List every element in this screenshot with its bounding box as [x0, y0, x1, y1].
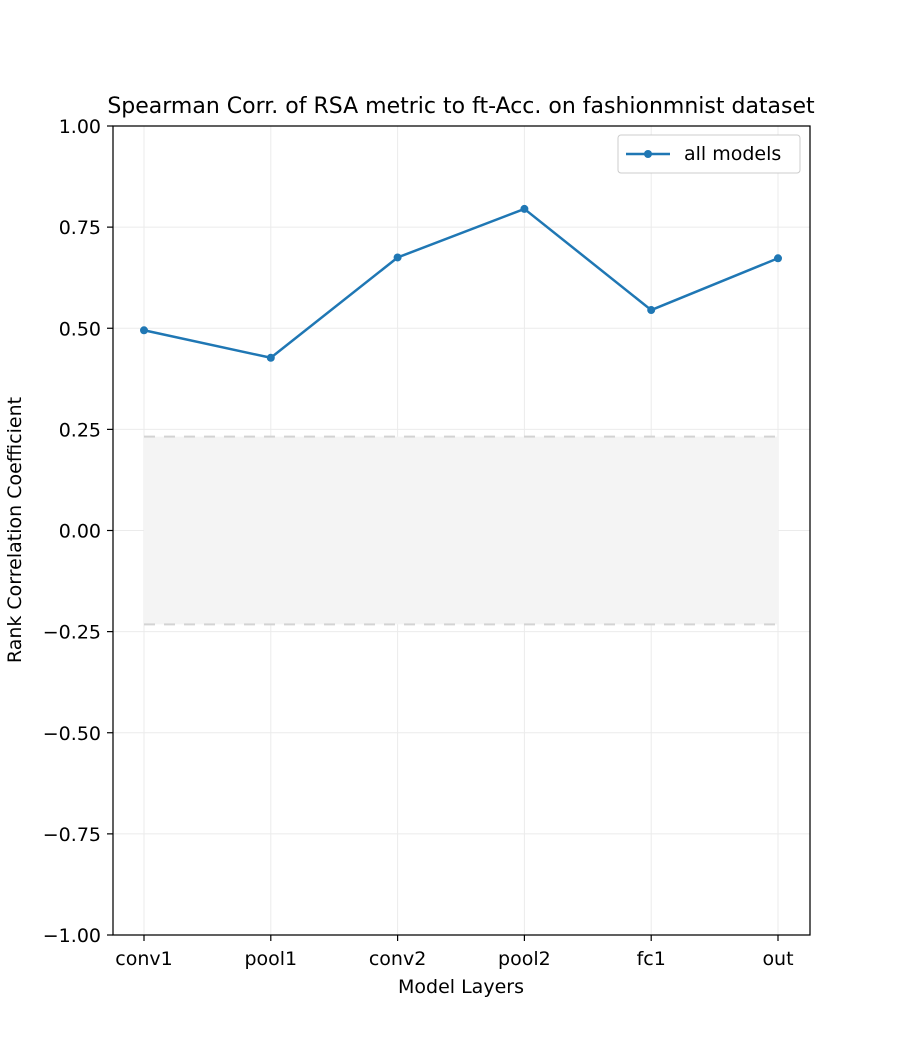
- y-tick-label: −0.25: [43, 622, 101, 644]
- x-axis-ticks: conv1 pool1 conv2 pool2 fc1 out: [115, 935, 794, 970]
- x-tick-label: conv1: [115, 948, 172, 970]
- y-tick-label: 0.00: [59, 521, 101, 543]
- significance-band: [144, 435, 778, 626]
- y-tick-label: 1.00: [59, 116, 101, 138]
- data-point: [266, 353, 275, 362]
- chart-title: Spearman Corr. of RSA metric to ft-Acc. …: [107, 94, 815, 119]
- y-tick-label: 0.50: [59, 318, 101, 340]
- x-tick-label: pool2: [498, 948, 551, 970]
- y-tick-label: 0.25: [59, 419, 101, 441]
- legend: all models: [617, 134, 801, 174]
- legend-label: all models: [684, 143, 781, 165]
- y-tick-label: 0.75: [59, 217, 101, 239]
- series-line: [143, 207, 779, 360]
- y-tick-label: −0.50: [43, 723, 101, 745]
- x-tick-label: fc1: [637, 948, 666, 970]
- y-tick-label: −1.00: [43, 925, 101, 947]
- legend-marker: [644, 150, 652, 158]
- data-point: [774, 254, 782, 263]
- x-axis-label: Model Layers: [398, 976, 524, 998]
- legend-box: [617, 134, 801, 174]
- data-point: [393, 253, 402, 262]
- x-tick-label: conv2: [369, 948, 426, 970]
- band-fill: [144, 436, 778, 625]
- y-axis-ticks: −1.00 −0.75 −0.50 −0.25 0.00 0.25 0.50 0.75 1.00: [43, 116, 113, 947]
- data-point: [647, 306, 656, 315]
- data-point: [140, 326, 148, 335]
- y-tick-label: −0.75: [43, 824, 101, 846]
- series-layer: [140, 204, 782, 362]
- x-tick-label: out: [762, 948, 793, 970]
- x-tick-label: pool1: [244, 948, 297, 970]
- y-axis-label: Rank Correlation Coefficient: [4, 397, 26, 663]
- data-point: [520, 204, 529, 213]
